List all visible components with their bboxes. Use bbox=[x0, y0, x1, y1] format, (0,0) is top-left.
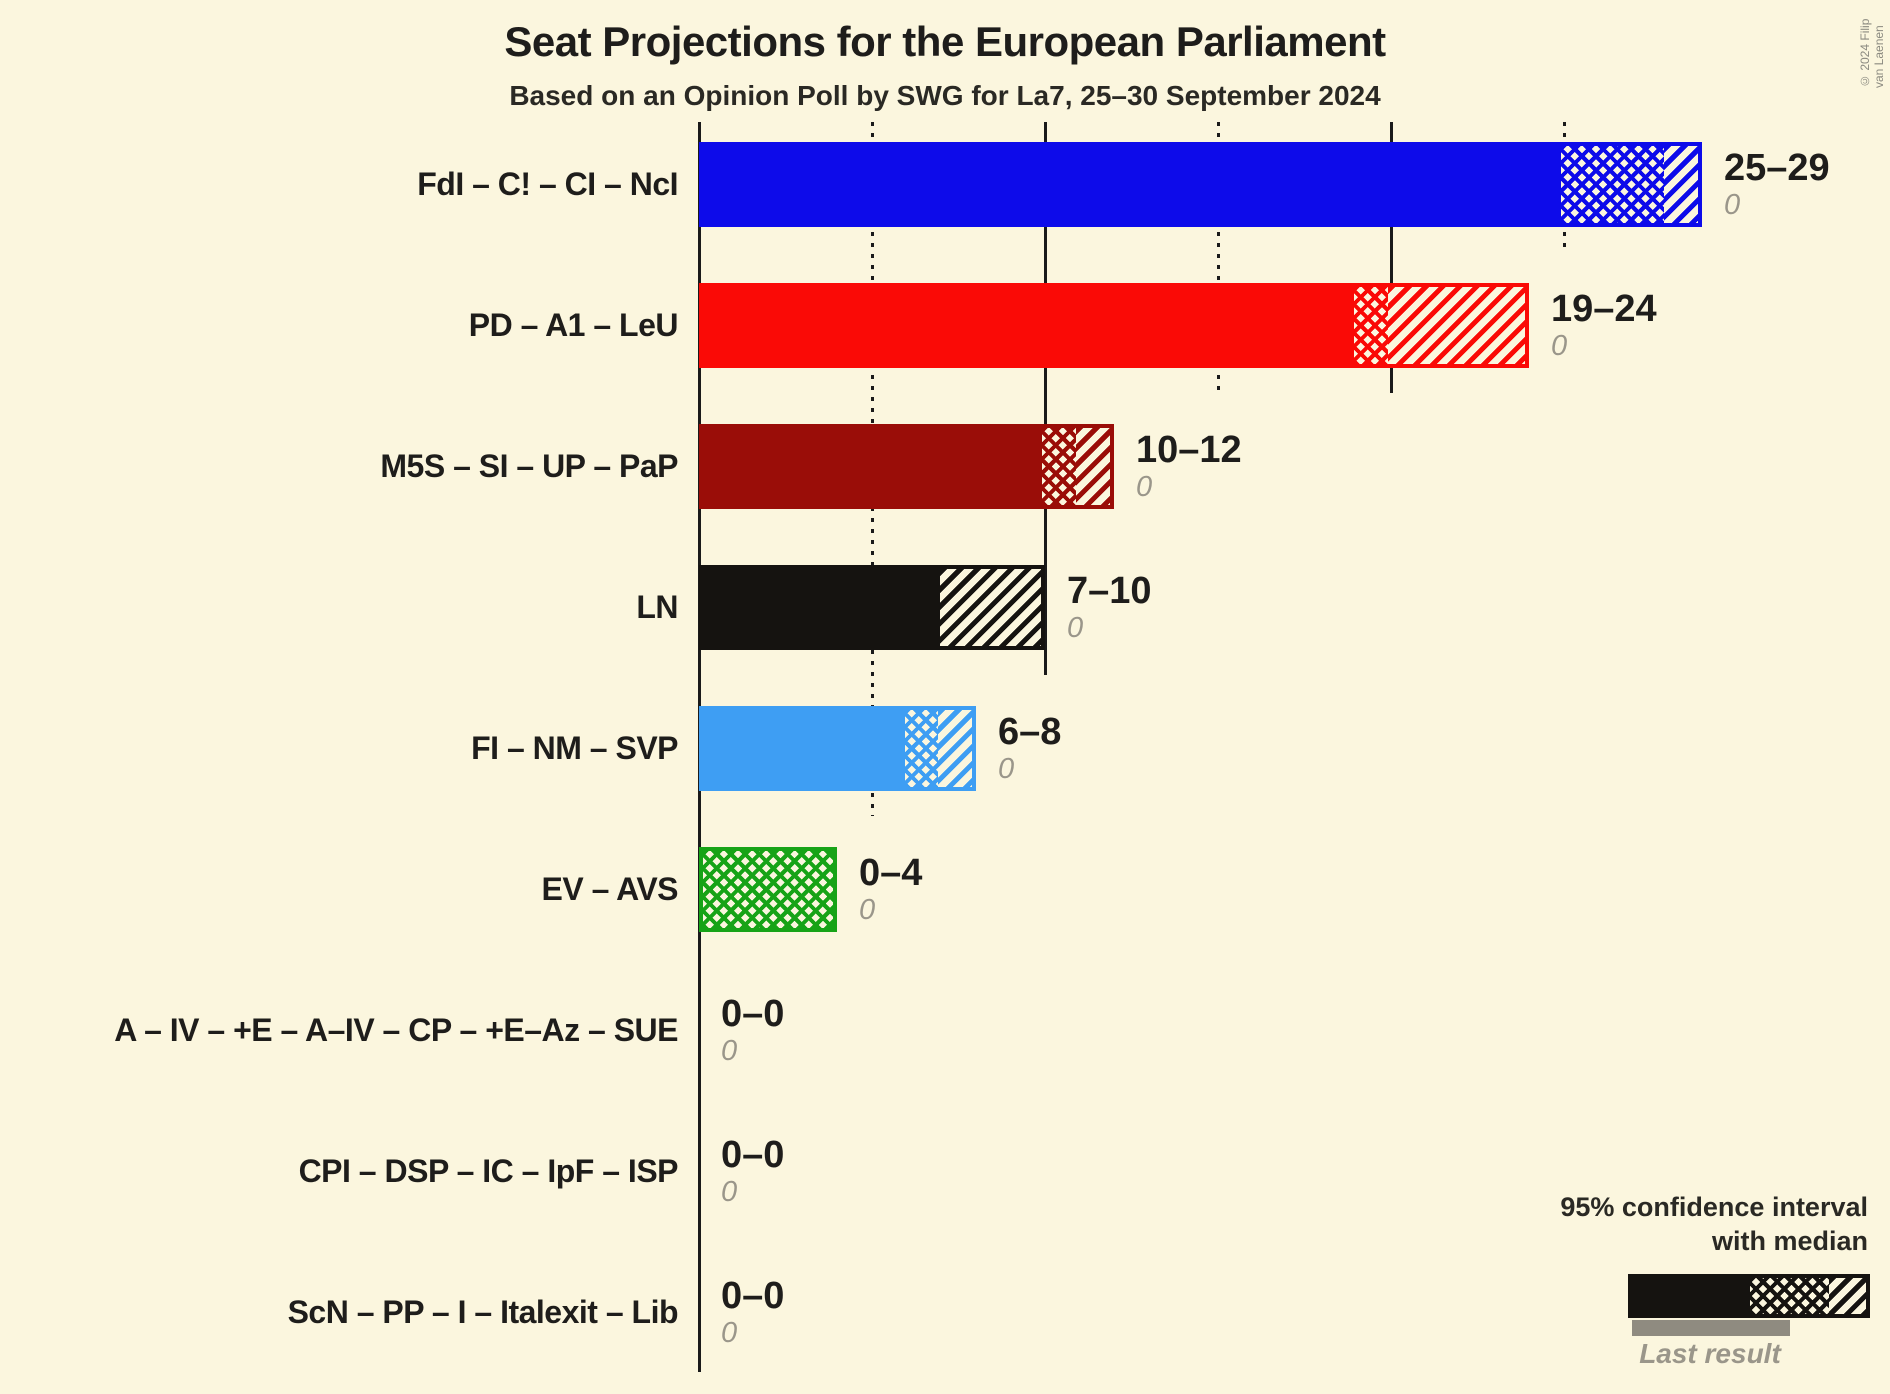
bar-diagonal-segment bbox=[938, 710, 972, 787]
bar-crosshatch-segment bbox=[1560, 146, 1664, 223]
value-range-label: 19–24 bbox=[1551, 288, 1657, 330]
bar-solid-segment bbox=[703, 287, 1354, 364]
value-label-group: 19–24 0 bbox=[1551, 283, 1657, 368]
row-label: PD – A1 – LeU bbox=[468, 307, 679, 343]
legend-solid-segment bbox=[1632, 1278, 1750, 1314]
value-label-group: 6–8 0 bbox=[998, 706, 1061, 791]
last-result-label: 0 bbox=[721, 1317, 738, 1349]
value-range-label: 0–4 bbox=[859, 852, 923, 894]
bar-solid-segment bbox=[703, 710, 905, 787]
bar-solid-segment bbox=[703, 146, 1561, 223]
value-label-group: 0–0 0 bbox=[721, 1129, 784, 1214]
last-result-label: 0 bbox=[1136, 471, 1153, 503]
chart-subtitle: Based on an Opinion Poll by SWG for La7,… bbox=[509, 80, 1381, 111]
legend-last-result-bar bbox=[1632, 1320, 1790, 1336]
bar-diagonal-segment bbox=[1387, 287, 1525, 364]
value-label-group: 25–29 0 bbox=[1724, 142, 1830, 227]
row-label: EV – AVS bbox=[541, 871, 679, 907]
chart-title: Seat Projections for the European Parlia… bbox=[504, 18, 1386, 65]
value-label-group: 7–10 0 bbox=[1067, 565, 1152, 650]
legend-caption: 95% confidence interval with median bbox=[1268, 1190, 1868, 1258]
legend-sample-bar bbox=[1628, 1274, 1870, 1318]
bar-solid-segment bbox=[703, 428, 1043, 505]
gridline-20-seats bbox=[1390, 122, 1393, 393]
gridline-15-seats bbox=[1217, 122, 1220, 393]
bar-solid-segment bbox=[703, 569, 940, 646]
value-range-label: 0–0 bbox=[721, 993, 785, 1035]
last-result-label: 0 bbox=[721, 1035, 738, 1067]
value-range-label: 0–0 bbox=[721, 1275, 785, 1317]
legend-last-result-label: Last result bbox=[1639, 1338, 1781, 1369]
bar-diagonal-segment bbox=[1663, 146, 1698, 223]
bar-crosshatch-segment bbox=[703, 851, 833, 928]
legend-diagonal-segment bbox=[1829, 1278, 1866, 1314]
row-label: FI – NM – SVP bbox=[471, 730, 678, 766]
bar-crosshatch-segment bbox=[1042, 428, 1077, 505]
confidence-interval-bar bbox=[699, 283, 1529, 368]
confidence-interval-bar bbox=[699, 706, 976, 791]
row-label: LN bbox=[636, 589, 678, 625]
confidence-interval-bar bbox=[699, 142, 1702, 227]
last-result-label: 0 bbox=[1551, 330, 1568, 362]
confidence-interval-bar bbox=[699, 565, 1045, 650]
last-result-label: 0 bbox=[721, 1176, 738, 1208]
value-label-group: 0–0 0 bbox=[721, 1270, 784, 1355]
value-label-group: 0–4 0 bbox=[859, 847, 922, 932]
confidence-interval-bar bbox=[699, 424, 1114, 509]
value-label-group: 10–12 0 bbox=[1136, 424, 1242, 509]
value-range-label: 0–0 bbox=[721, 1134, 785, 1176]
value-range-label: 6–8 bbox=[998, 711, 1062, 753]
last-result-label: 0 bbox=[1724, 189, 1741, 221]
bar-diagonal-segment bbox=[1076, 428, 1110, 505]
row-label: ScN – PP – I – Italexit – Lib bbox=[287, 1294, 679, 1330]
legend-caption-line1: 95% confidence interval bbox=[1560, 1192, 1868, 1222]
legend-caption-line2: with median bbox=[1711, 1226, 1868, 1256]
legend-crosshatch-segment bbox=[1749, 1278, 1830, 1314]
bar-crosshatch-segment bbox=[1353, 287, 1388, 364]
row-label: CPI – DSP – IC – IpF – ISP bbox=[298, 1153, 679, 1189]
last-result-label: 0 bbox=[998, 753, 1015, 785]
gridline-10-seats bbox=[1044, 122, 1047, 675]
row-label: FdI – C! – CI – NcI bbox=[417, 166, 678, 202]
bar-crosshatch-segment bbox=[904, 710, 939, 787]
copyright-note: © 2024 Filip van Laenen bbox=[1858, 18, 1886, 88]
value-range-label: 25–29 bbox=[1724, 147, 1830, 189]
value-range-label: 10–12 bbox=[1136, 429, 1242, 471]
row-label: A – IV – +E – A–IV – CP – +E–Az – SUE bbox=[114, 1012, 678, 1048]
value-label-group: 0–0 0 bbox=[721, 988, 784, 1073]
value-range-label: 7–10 bbox=[1067, 570, 1152, 612]
row-label: M5S – SI – UP – PaP bbox=[380, 448, 678, 484]
last-result-label: 0 bbox=[859, 894, 876, 926]
confidence-interval-bar bbox=[699, 847, 837, 932]
bar-diagonal-segment bbox=[939, 569, 1041, 646]
last-result-label: 0 bbox=[1067, 612, 1084, 644]
